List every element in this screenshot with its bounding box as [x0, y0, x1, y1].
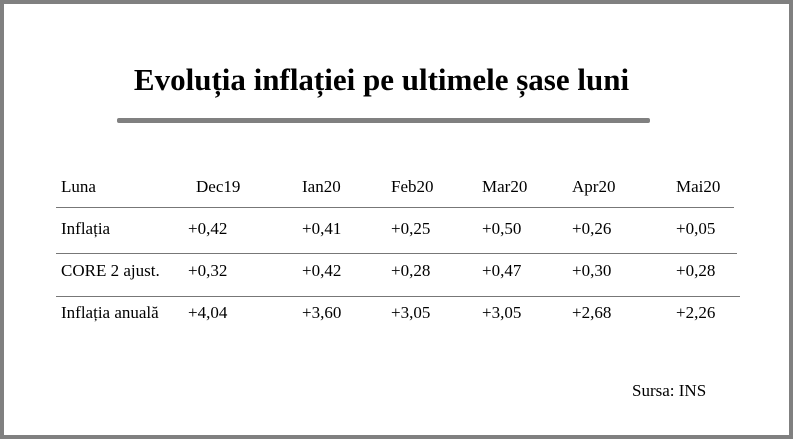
table-cell: +0,41 [302, 219, 342, 238]
table-cell: +0,50 [482, 219, 522, 238]
table-cell: +0,47 [482, 261, 522, 280]
table-cell: +3,60 [302, 303, 342, 322]
row-label: CORE 2 ajust. [61, 261, 160, 280]
table-cell: +2,26 [676, 303, 716, 322]
table-cell: +2,68 [572, 303, 612, 322]
table-cell: +3,05 [482, 303, 522, 322]
chart-title: Evoluția inflației pe ultimele șase luni [133, 62, 630, 97]
table-cell: +0,42 [188, 219, 228, 238]
column-header: Mai20 [676, 177, 721, 196]
row-label: Inflația [61, 219, 111, 238]
column-header: Apr20 [572, 177, 616, 196]
table-cell: +0,28 [676, 261, 716, 280]
table-cell: +0,42 [302, 261, 342, 280]
column-header: Feb20 [391, 177, 434, 196]
table-cell: +3,05 [391, 303, 431, 322]
column-header: Mar20 [482, 177, 528, 196]
title-underline [117, 118, 650, 123]
column-header: Dec19 [196, 177, 241, 196]
table-cell: +4,04 [188, 303, 228, 322]
table-cell: +0,26 [572, 219, 612, 238]
row-divider [56, 207, 734, 208]
row-divider [56, 296, 740, 297]
table-cell: +0,05 [676, 219, 716, 238]
source-note: Sursa: INS [632, 381, 707, 400]
table-cell: +0,32 [188, 261, 228, 280]
column-header: Luna [61, 177, 96, 196]
row-label: Inflația anuală [61, 303, 159, 322]
row-divider [56, 253, 737, 254]
table-cell: +0,30 [572, 261, 612, 280]
table-cell: +0,25 [391, 219, 431, 238]
column-header: Ian20 [302, 177, 341, 196]
table-cell: +0,28 [391, 261, 431, 280]
